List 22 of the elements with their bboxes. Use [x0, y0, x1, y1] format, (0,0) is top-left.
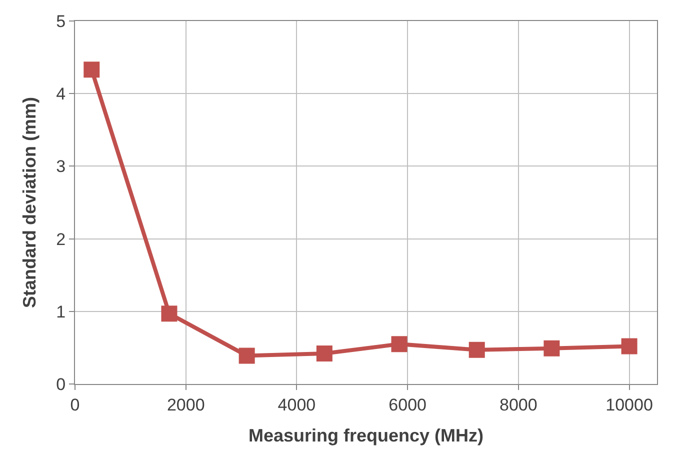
point	[391, 336, 408, 352]
point	[468, 342, 485, 358]
x-tick-label: 0	[70, 395, 80, 414]
point	[161, 306, 178, 322]
x-tick-label: 4000	[278, 395, 316, 414]
x-tick-label: 6000	[388, 395, 426, 414]
x-tick-label: 10000	[606, 395, 653, 414]
y-tick-label: 5	[56, 12, 66, 31]
y-tick-label: 2	[56, 230, 66, 249]
y-tick-label: 4	[56, 84, 66, 104]
x-axis-title: Measuring frequency (MHz)	[248, 426, 484, 446]
x-tick-label: 8000	[500, 395, 538, 414]
y-axis-title: Standard deviation (mm)	[19, 96, 40, 308]
point	[316, 346, 332, 362]
point	[238, 348, 255, 364]
point	[84, 62, 100, 78]
y-tick-label: 0	[56, 374, 66, 394]
y-tick-label: 1	[56, 302, 66, 322]
x-tick-label: 2000	[166, 395, 205, 414]
point	[544, 340, 560, 356]
point	[621, 338, 638, 354]
y-tick-label: 3	[56, 157, 66, 176]
